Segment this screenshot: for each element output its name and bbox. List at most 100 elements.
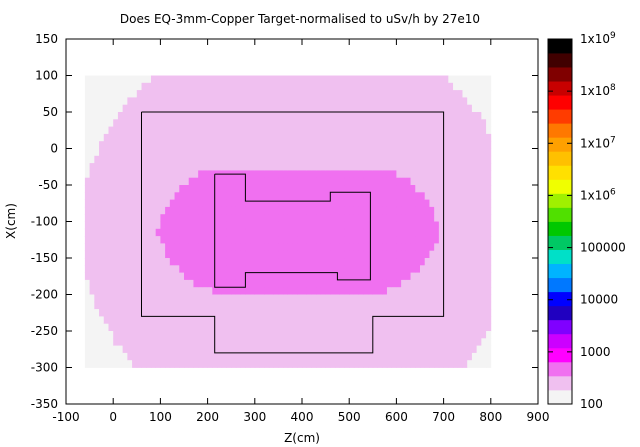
- heatmap-cell: [245, 360, 251, 368]
- heatmap-cell: [136, 155, 142, 164]
- heatmap-cell: [306, 126, 312, 135]
- heatmap-cell: [122, 126, 128, 135]
- heatmap-cell: [297, 323, 303, 332]
- heatmap-cell: [349, 119, 355, 127]
- heatmap-cell: [462, 177, 468, 186]
- heatmap-cell: [396, 272, 402, 281]
- heatmap-cell: [94, 258, 100, 266]
- heatmap-cell: [316, 272, 322, 281]
- heatmap-cell: [179, 170, 185, 179]
- heatmap-cell: [160, 141, 166, 149]
- heatmap-cell: [382, 279, 388, 288]
- heatmap-cell: [169, 214, 175, 222]
- heatmap-cell: [339, 345, 345, 354]
- heatmap-cell: [283, 112, 289, 120]
- heatmap-cell: [320, 338, 326, 346]
- heatmap-cell: [467, 250, 473, 259]
- heatmap-cell: [155, 141, 161, 149]
- heatmap-cell: [165, 97, 171, 106]
- heatmap-cell: [99, 133, 105, 142]
- heatmap-cell: [165, 272, 171, 281]
- heatmap-cell: [250, 279, 256, 288]
- heatmap-cell: [122, 170, 128, 179]
- heatmap-cell: [94, 279, 100, 288]
- heatmap-cell: [207, 272, 213, 281]
- heatmap-cell: [311, 104, 317, 113]
- heatmap-cell: [330, 309, 336, 317]
- heatmap-cell: [99, 345, 105, 354]
- heatmap-cell: [420, 287, 426, 295]
- heatmap-cell: [160, 265, 166, 273]
- heatmap-cell: [410, 221, 416, 230]
- heatmap-cell: [94, 352, 100, 361]
- heatmap-cell: [349, 316, 355, 325]
- heatmap-cell: [235, 338, 242, 346]
- heatmap-cell: [165, 331, 171, 339]
- heatmap-cell: [396, 170, 402, 179]
- heatmap-cell: [363, 352, 369, 361]
- heatmap-cell: [127, 345, 133, 354]
- heatmap-cell: [349, 126, 355, 135]
- heatmap-cell: [193, 75, 199, 84]
- heatmap-cell: [103, 265, 109, 273]
- heatmap-cell: [235, 352, 242, 361]
- heatmap-cell: [287, 250, 293, 259]
- heatmap-cell: [349, 177, 355, 186]
- heatmap-cell: [184, 192, 190, 200]
- heatmap-cell: [386, 352, 393, 361]
- heatmap-cell: [434, 331, 440, 339]
- heatmap-cell: [117, 243, 124, 252]
- heatmap-cell: [429, 206, 435, 215]
- heatmap-cell: [316, 214, 322, 222]
- heatmap-cell: [391, 155, 397, 164]
- heatmap-cell: [207, 206, 213, 215]
- heatmap-cell: [141, 352, 147, 361]
- heatmap-cell: [448, 206, 454, 215]
- heatmap-cell: [486, 112, 492, 120]
- heatmap-cell: [278, 170, 284, 179]
- heatmap-cell: [113, 119, 119, 127]
- heatmap-cell: [250, 309, 256, 317]
- heatmap-cell: [89, 148, 95, 157]
- heatmap-cell: [467, 192, 473, 200]
- heatmap-cell: [415, 104, 421, 113]
- heatmap-cell: [113, 258, 119, 266]
- heatmap-cell: [160, 258, 166, 266]
- heatmap-cell: [169, 352, 175, 361]
- heatmap-cell: [344, 287, 350, 295]
- heatmap-cell: [344, 148, 350, 157]
- heatmap-cell: [420, 177, 426, 186]
- heatmap-cell: [443, 250, 449, 259]
- heatmap-cell: [198, 155, 204, 164]
- heatmap-cell: [344, 82, 350, 91]
- heatmap-cell: [297, 221, 303, 230]
- heatmap-cell: [160, 287, 166, 295]
- heatmap-cell: [188, 148, 194, 157]
- heatmap-cell: [122, 177, 128, 186]
- heatmap-cell: [240, 126, 246, 135]
- heatmap-cell: [141, 250, 147, 259]
- heatmap-cell: [193, 352, 199, 361]
- heatmap-cell: [316, 185, 322, 193]
- heatmap-cell: [453, 199, 459, 208]
- heatmap-cell: [462, 228, 468, 237]
- heatmap-cell: [254, 75, 260, 84]
- heatmap-cell: [372, 82, 378, 91]
- heatmap-cell: [372, 163, 378, 171]
- heatmap-cell: [420, 75, 426, 84]
- heatmap-cell: [217, 272, 223, 281]
- heatmap-cell: [302, 170, 308, 179]
- heatmap-cell: [363, 133, 369, 142]
- heatmap-cell: [457, 345, 463, 354]
- heatmap-cell: [443, 287, 449, 295]
- heatmap-cell: [453, 338, 459, 346]
- heatmap-cell: [113, 243, 119, 252]
- heatmap-cell: [391, 82, 397, 91]
- heatmap-cell: [344, 199, 350, 208]
- heatmap-cell: [141, 294, 147, 303]
- heatmap-cell: [405, 163, 411, 171]
- heatmap-cell: [94, 221, 100, 230]
- heatmap-cell: [424, 250, 430, 259]
- heatmap-cell: [481, 323, 487, 332]
- heatmap-cell: [372, 279, 378, 288]
